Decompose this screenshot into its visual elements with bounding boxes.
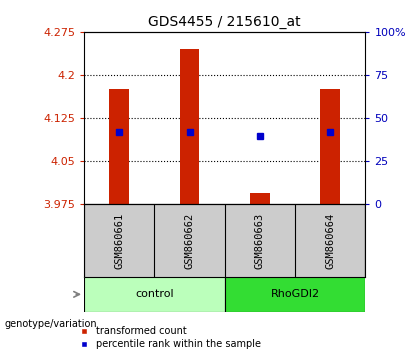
Text: GSM860661: GSM860661 <box>114 212 124 268</box>
Text: GSM860663: GSM860663 <box>255 212 265 268</box>
Text: genotype/variation: genotype/variation <box>4 319 97 329</box>
Text: GSM860662: GSM860662 <box>184 212 194 268</box>
Bar <box>320 89 340 204</box>
Bar <box>84 277 225 312</box>
Text: GSM860664: GSM860664 <box>325 212 335 268</box>
Bar <box>250 193 270 204</box>
Bar <box>180 49 200 204</box>
Text: RhoGDI2: RhoGDI2 <box>270 289 320 299</box>
Bar <box>109 89 129 204</box>
Legend: transformed count, percentile rank within the sample: transformed count, percentile rank withi… <box>81 326 261 349</box>
Title: GDS4455 / 215610_at: GDS4455 / 215610_at <box>148 16 301 29</box>
Text: control: control <box>135 289 173 299</box>
Bar <box>225 277 365 312</box>
